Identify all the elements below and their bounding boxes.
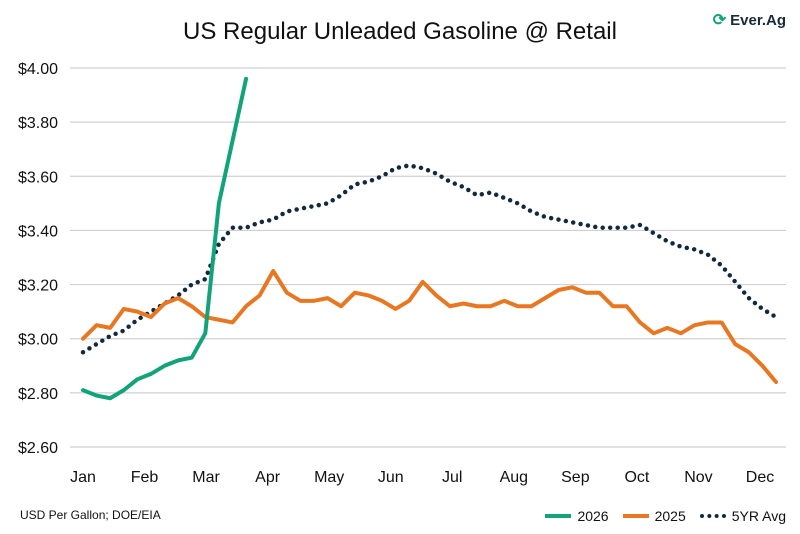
x-tick-label: Apr [255,469,281,486]
y-tick-label: $3.20 [18,278,58,295]
x-tick-label: Jul [442,469,462,486]
legend-label: 2026 [577,508,609,524]
y-tick-label: $3.40 [18,223,58,240]
legend: 2026 2025 5YR Avg [545,508,786,524]
y-tick-label: $2.80 [18,386,58,403]
legend-item-2025: 2025 [622,508,686,524]
x-tick-label: Oct [624,469,649,486]
y-tick-label: $4.00 [18,61,58,78]
y-tick-label: $3.60 [18,169,58,186]
legend-item-2026: 2026 [545,508,609,524]
logo-text: Ever.Ag [730,11,786,29]
x-tick-label: Feb [131,469,159,486]
series-line-2026 [81,76,249,401]
y-tick-label: $2.60 [18,440,58,457]
x-tick-label: Sep [561,469,590,486]
x-tick-label: Aug [500,469,528,486]
x-tick-label: Mar [192,469,220,486]
legend-swatch [545,514,572,518]
series-line-2025 [81,269,778,385]
x-tick-label: Dec [746,469,774,486]
y-tick-label: $3.00 [18,332,58,349]
y-tick-label: $3.80 [18,115,58,132]
x-tick-label: Nov [684,469,712,486]
legend-swatch [699,514,726,518]
logo-mark-icon: ⟳ [712,12,727,29]
legend-label: 2025 [654,508,686,524]
legend-swatch [622,514,649,518]
chart-title: US Regular Unleaded Gasoline @ Retail [183,18,617,45]
x-tick-label: Jan [70,469,96,486]
source-note: USD Per Gallon; DOE/EIA [20,508,161,522]
legend-item-5yr: 5YR Avg [699,508,786,524]
x-tick-label: May [314,469,344,486]
legend-label: 5YR Avg [731,508,786,524]
logo: ⟳ Ever.Ag [713,10,786,30]
x-tick-label: Jun [378,469,404,486]
series-line-5yr-avg [80,163,779,355]
